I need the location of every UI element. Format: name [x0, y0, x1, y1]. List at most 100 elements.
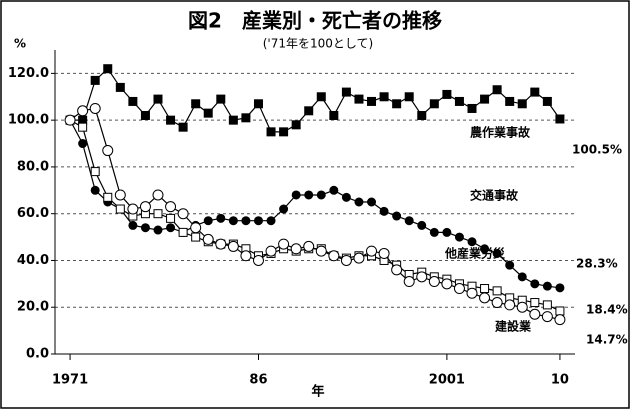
marker [416, 271, 428, 283]
marker [367, 197, 377, 207]
series-label: 農作業事故 [470, 125, 531, 140]
marker [453, 283, 465, 295]
marker [203, 216, 213, 226]
marker [90, 167, 100, 177]
marker [479, 292, 491, 304]
marker [191, 99, 201, 109]
marker [128, 96, 138, 106]
y-tick-label: 0.0 [26, 347, 49, 362]
marker [228, 115, 238, 125]
marker [216, 213, 226, 223]
marker [466, 287, 478, 299]
marker [392, 99, 402, 109]
marker [291, 190, 301, 200]
marker [240, 250, 252, 262]
x-tick-label: 2001 [429, 373, 465, 388]
marker [367, 96, 377, 106]
marker [303, 240, 315, 252]
marker [554, 314, 566, 326]
marker [102, 145, 114, 157]
marker [492, 85, 502, 95]
marker [191, 232, 201, 242]
marker [203, 108, 213, 118]
marker [467, 237, 477, 247]
marker [252, 254, 264, 266]
end-label: 18.4% [586, 303, 628, 317]
marker [266, 127, 276, 137]
marker [140, 223, 150, 233]
marker [178, 227, 188, 237]
marker [115, 204, 125, 214]
marker [140, 110, 150, 120]
y-unit: % [14, 37, 26, 51]
marker [555, 114, 565, 124]
series-label: 交通事故 [470, 188, 519, 203]
marker [454, 232, 464, 242]
marker [529, 308, 541, 320]
marker [417, 220, 427, 230]
marker [177, 208, 189, 220]
marker [290, 243, 302, 255]
marker [304, 106, 314, 116]
marker [329, 110, 339, 120]
marker [391, 264, 403, 276]
marker [505, 260, 515, 270]
marker [516, 301, 528, 313]
chart-title: 図2 産業別・死亡者の推移 [188, 9, 442, 33]
y-tick-label: 40.0 [17, 253, 49, 268]
marker [379, 92, 389, 102]
marker [442, 227, 452, 237]
marker [152, 189, 164, 201]
y-tick-label: 20.0 [17, 300, 49, 315]
marker [329, 185, 339, 195]
marker [178, 122, 188, 132]
marker [90, 185, 100, 195]
marker [480, 284, 490, 294]
marker [315, 245, 327, 257]
marker [316, 92, 326, 102]
series-line [69, 107, 561, 321]
y-tick-label: 100.0 [8, 113, 49, 128]
marker [417, 110, 427, 120]
marker [265, 245, 277, 257]
end-label: 14.7% [586, 333, 628, 347]
x-axis-label: 年 [311, 384, 324, 400]
marker [404, 92, 414, 102]
marker [341, 87, 351, 97]
series-line [69, 119, 561, 289]
marker [541, 311, 553, 323]
marker [291, 120, 301, 130]
marker [428, 276, 440, 288]
end-label: 28.3% [576, 257, 618, 271]
marker [64, 114, 76, 126]
marker [404, 216, 414, 226]
marker [542, 96, 552, 106]
marker [340, 254, 352, 266]
marker [279, 204, 289, 214]
marker [441, 278, 453, 290]
marker [354, 197, 364, 207]
series-label: 建設業 [494, 319, 532, 334]
marker [542, 300, 552, 310]
marker [153, 225, 163, 235]
marker [354, 94, 364, 104]
marker [228, 216, 238, 226]
marker [253, 99, 263, 109]
marker [103, 64, 113, 74]
marker [153, 94, 163, 104]
y-tick-label: 120.0 [8, 66, 49, 81]
marker [304, 190, 314, 200]
marker [316, 190, 326, 200]
chart-subtitle: ('71年を100として) [263, 37, 373, 51]
marker [266, 216, 276, 226]
marker [379, 206, 389, 216]
marker [429, 227, 439, 237]
marker [530, 279, 540, 289]
marker [78, 139, 88, 149]
marker [279, 127, 289, 137]
marker [78, 122, 88, 132]
marker [241, 113, 251, 123]
marker [128, 220, 138, 230]
